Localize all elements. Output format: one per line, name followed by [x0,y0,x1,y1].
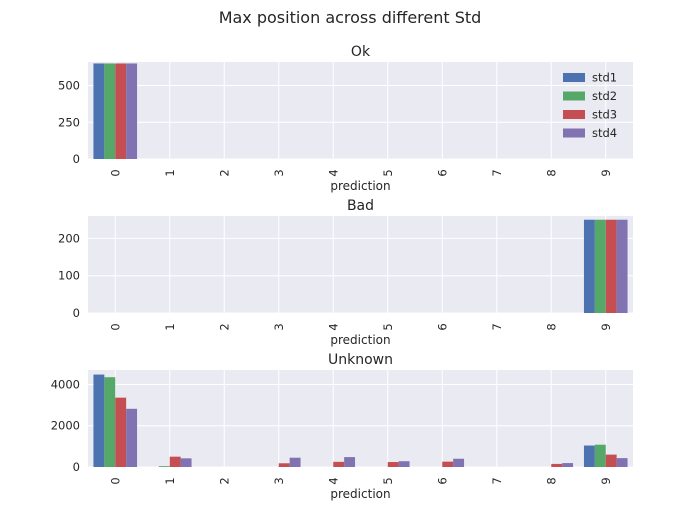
y-tick-label: 2000 [51,419,80,433]
legend-swatch-std1 [563,73,585,82]
x-tick-label: 2 [217,477,231,484]
bar-std4-5 [398,461,410,467]
x-tick-label: 4 [326,477,340,484]
bar-std3-4 [333,461,345,467]
bar-std3-6 [442,461,454,467]
bar-std3-9 [605,454,617,467]
y-tick-label: 200 [58,231,80,245]
bar-std3-9 [605,219,617,313]
bar-std4-6 [453,458,465,467]
x-tick-label: 3 [272,169,286,176]
bar-std2-0 [104,63,116,159]
x-axis-label: prediction [330,333,390,347]
panel-bad: Bad 0 100 200 0 1 2 3 4 5 6 7 8 9 prediction [58,198,633,347]
bar-std3-5 [387,462,399,467]
bar-std3-0 [115,63,127,159]
bar-std2-0 [104,377,116,467]
bar-std3-3 [278,463,290,467]
bar-std3-1 [169,456,181,467]
x-tick-label: 8 [544,477,558,484]
x-tick-label: 0 [108,323,122,330]
x-tick-label: 6 [435,169,449,176]
y-tick-label: 250 [58,115,80,129]
x-tick-label: 2 [217,169,231,176]
bar-std1-9 [583,445,595,467]
y-tick-label: 100 [58,269,80,283]
legend-swatch-std3 [563,110,585,119]
x-tick-label: 8 [544,323,558,330]
legend-swatch-std2 [563,91,585,101]
y-tick-label: 0 [73,152,80,166]
plot-area [88,216,633,313]
x-tick-label: 0 [108,477,122,484]
x-tick-label: 7 [490,169,504,176]
legend: std1 std2 std3 std4 [563,71,617,140]
bar-std4-0 [126,408,138,467]
panel-title: Unknown [328,352,393,368]
x-tick-label: 5 [381,169,395,176]
x-tick-label: 1 [163,169,177,176]
x-tick-label: 5 [381,477,395,484]
x-tick-label: 7 [490,477,504,484]
bar-std4-3 [289,457,301,467]
x-tick-label: 0 [108,169,122,176]
x-tick-label: 9 [599,477,613,484]
bar-std3-0 [115,397,127,467]
x-tick-label: 5 [381,323,395,330]
x-tick-label: 7 [490,323,504,330]
legend-label-std2: std2 [592,89,617,103]
x-tick-label: 8 [544,169,558,176]
y-tick-label: 0 [73,306,80,320]
x-tick-label: 9 [599,169,613,176]
x-tick-label: 9 [599,323,613,330]
x-axis-label: prediction [330,179,390,193]
x-axis-label: prediction [330,487,390,501]
bar-std1-0 [93,374,105,467]
figure-title: Max position across different Std [219,8,482,27]
x-tick-label: 6 [435,323,449,330]
bar-std2-1 [158,466,170,467]
legend-label-std1: std1 [592,71,617,85]
bar-std4-4 [344,457,356,467]
bar-std1-9 [583,219,595,313]
x-tick-label: 2 [217,323,231,330]
panel-title: Ok [351,44,371,60]
bar-std3-8 [551,463,563,467]
bar-std4-1 [180,458,192,467]
x-tick-label: 1 [163,323,177,330]
x-tick-label: 3 [272,477,286,484]
panel-unknown: Unknown 0 2000 4000 0 1 2 3 4 5 6 7 8 9 prediction [51,352,633,501]
legend-label-std4: std4 [592,126,617,140]
plot-area [88,62,633,159]
bar-std1-0 [93,63,105,159]
x-tick-label: 4 [326,169,340,176]
y-tick-label: 500 [58,79,80,93]
x-tick-label: 6 [435,477,449,484]
bar-std4-0 [126,63,138,159]
bar-std4-9 [616,219,628,313]
panel-title: Bad [347,198,374,214]
x-tick-label: 4 [326,323,340,330]
legend-label-std3: std3 [592,108,617,122]
y-tick-label: 4000 [51,377,80,391]
x-tick-label: 3 [272,323,286,330]
bar-std4-8 [562,463,574,467]
legend-swatch-std4 [563,128,585,138]
y-tick-label: 0 [73,460,80,474]
bar-std2-9 [594,219,606,313]
bar-std4-9 [616,458,628,467]
bar-std2-9 [594,444,606,467]
x-tick-label: 1 [163,477,177,484]
plot-area [88,370,633,467]
